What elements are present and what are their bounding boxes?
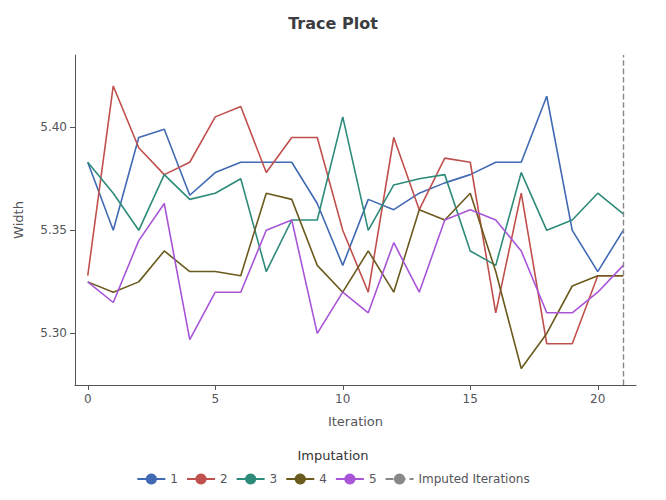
svg-text:5.40: 5.40 — [40, 120, 67, 134]
svg-text:20: 20 — [590, 392, 605, 406]
svg-text:5: 5 — [211, 392, 219, 406]
svg-text:5.35: 5.35 — [40, 223, 67, 237]
svg-text:0: 0 — [84, 392, 92, 406]
svg-text:5: 5 — [369, 472, 377, 486]
svg-text:1: 1 — [170, 472, 178, 486]
svg-text:Imputation: Imputation — [298, 448, 369, 463]
svg-text:15: 15 — [463, 392, 478, 406]
svg-text:3: 3 — [270, 472, 278, 486]
svg-text:4: 4 — [319, 472, 327, 486]
svg-text:Iteration: Iteration — [328, 414, 383, 429]
svg-text:Imputed Iterations: Imputed Iterations — [419, 472, 530, 486]
svg-text:10: 10 — [335, 392, 350, 406]
svg-text:5.30: 5.30 — [40, 326, 67, 340]
svg-text:Trace Plot: Trace Plot — [288, 14, 378, 33]
svg-text:2: 2 — [220, 472, 228, 486]
svg-text:Width: Width — [11, 201, 26, 239]
